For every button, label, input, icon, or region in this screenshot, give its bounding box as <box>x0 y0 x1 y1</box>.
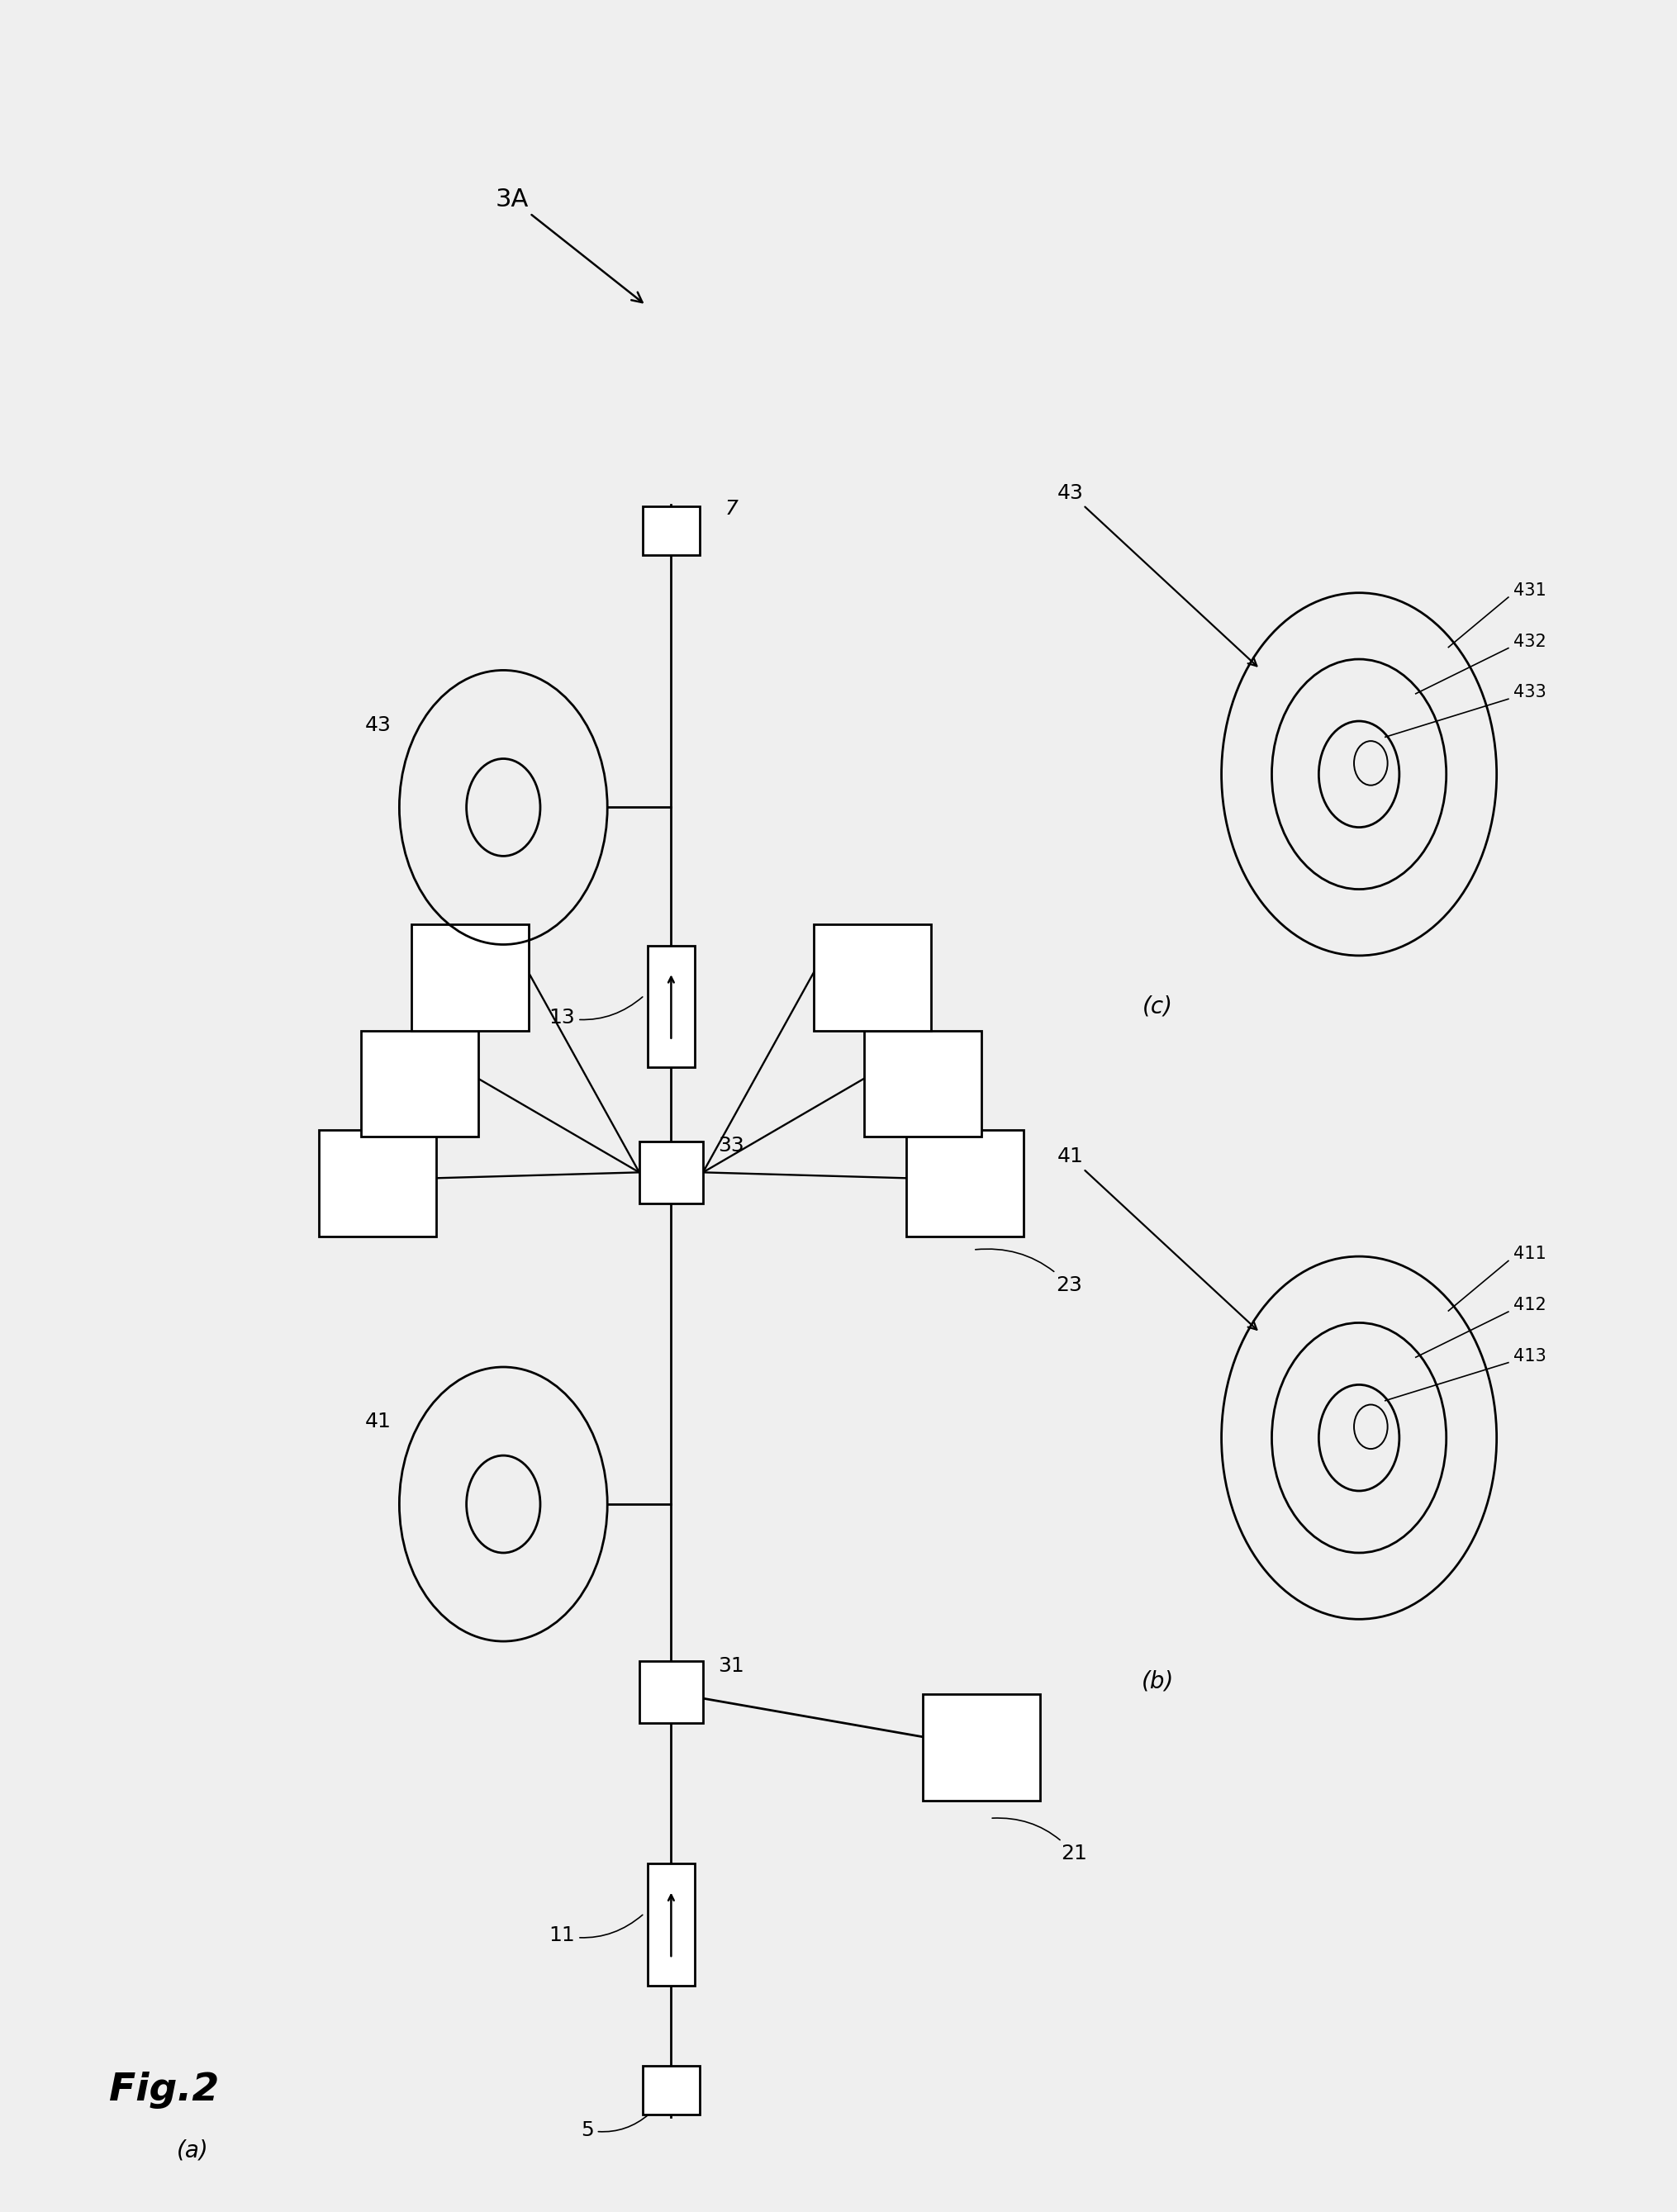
Text: 413: 413 <box>1513 1347 1546 1365</box>
Bar <box>864 1031 981 1137</box>
Text: 433: 433 <box>1513 684 1546 701</box>
Text: LD6: LD6 <box>902 1075 942 1093</box>
Text: LD7: LD7 <box>852 969 892 987</box>
Text: 41: 41 <box>364 1411 391 1431</box>
Text: LD4: LD4 <box>449 969 490 987</box>
Text: 43: 43 <box>364 714 391 734</box>
Text: 31: 31 <box>718 1657 745 1674</box>
Text: 43: 43 <box>1057 482 1256 666</box>
Text: 3A: 3A <box>495 188 642 303</box>
Bar <box>319 1130 436 1237</box>
Text: LD5: LD5 <box>944 1175 984 1192</box>
Bar <box>642 2066 699 2115</box>
Bar <box>639 1141 703 1203</box>
Text: 432: 432 <box>1513 633 1546 650</box>
Text: 412: 412 <box>1513 1296 1546 1314</box>
Text: 13: 13 <box>548 998 642 1026</box>
Text: (a): (a) <box>176 2139 210 2161</box>
Text: LD3: LD3 <box>399 1075 439 1093</box>
Text: 431: 431 <box>1513 582 1546 599</box>
Bar <box>639 1661 703 1723</box>
Text: 411: 411 <box>1513 1245 1546 1263</box>
Text: 33: 33 <box>718 1137 745 1155</box>
Text: 41: 41 <box>1057 1146 1256 1329</box>
Bar <box>906 1130 1023 1237</box>
Text: LD1: LD1 <box>961 1739 1001 1756</box>
Text: (b): (b) <box>1140 1670 1174 1692</box>
Text: (c): (c) <box>1142 995 1172 1018</box>
Bar <box>642 507 699 555</box>
Text: 11: 11 <box>548 1916 642 1944</box>
Bar <box>647 945 694 1066</box>
Text: 5: 5 <box>580 2115 649 2139</box>
Bar <box>813 925 931 1031</box>
Text: LD2: LD2 <box>357 1175 397 1192</box>
Text: 21: 21 <box>991 1818 1087 1863</box>
Bar <box>647 1863 694 1986</box>
Text: Fig.2: Fig.2 <box>109 2073 220 2108</box>
Text: 7: 7 <box>724 500 738 518</box>
Bar <box>922 1694 1040 1801</box>
Text: 23: 23 <box>974 1250 1082 1294</box>
Bar <box>411 925 528 1031</box>
Bar <box>361 1031 478 1137</box>
